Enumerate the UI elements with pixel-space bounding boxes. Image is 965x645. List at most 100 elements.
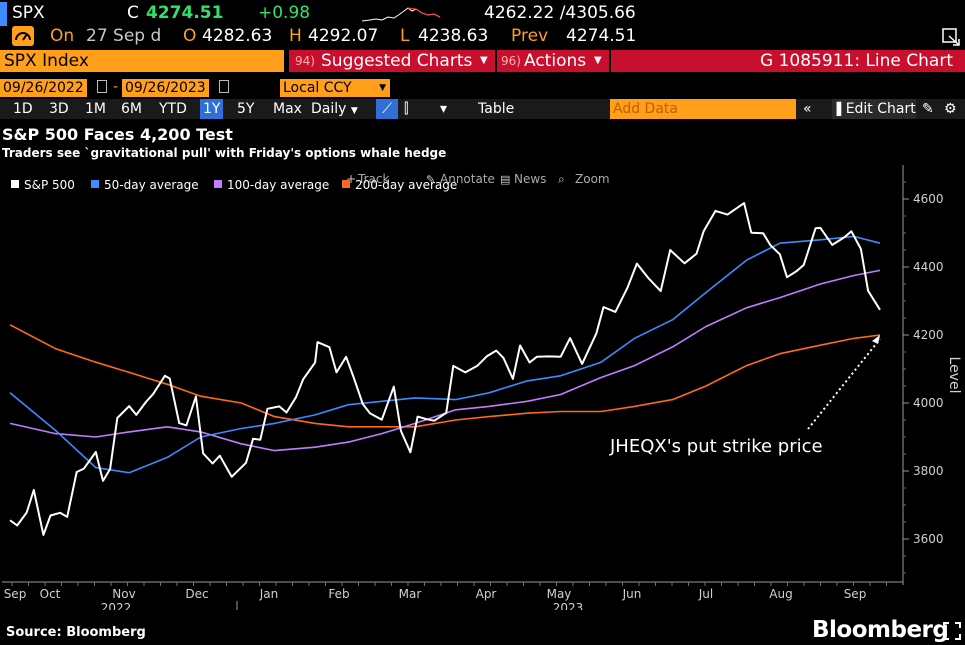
- actions-menu[interactable]: 96) Actions ▼: [497, 50, 609, 72]
- x-year-label: 2023: [553, 601, 584, 610]
- y-axis-label: Level: [946, 357, 962, 394]
- legend-label: 100-day average: [227, 178, 329, 192]
- pencil-icon: ✎: [426, 173, 435, 186]
- x-year-label: 2022: [101, 601, 132, 610]
- x-tick-label: May: [547, 587, 572, 601]
- close-prefix: C: [127, 3, 139, 23]
- calendar-icon[interactable]: [97, 80, 107, 93]
- tool-zoom[interactable]: Zoom: [575, 172, 610, 186]
- table-button[interactable]: Table: [478, 101, 515, 117]
- on-label: On: [50, 26, 75, 46]
- news-icon: ▤: [500, 173, 510, 186]
- security-field[interactable]: SPX Index: [0, 50, 284, 72]
- quote-date: 27 Sep d: [86, 26, 162, 46]
- chart-title: S&P 500 Faces 4,200 Test: [2, 125, 233, 144]
- x-tick-label: Mar: [399, 587, 422, 601]
- pencil-icon[interactable]: ✎: [922, 101, 934, 117]
- chevron-down-icon: ▼: [594, 55, 602, 66]
- chart-id: G 1085911: Line Chart: [760, 51, 953, 71]
- period-button-6m[interactable]: 6M: [121, 101, 142, 117]
- security-field-text: SPX Index: [4, 51, 89, 71]
- period-button-1y[interactable]: 1Y: [200, 99, 224, 119]
- period-button-1m[interactable]: 1M: [85, 101, 106, 117]
- legend-label: 50-day average: [104, 178, 199, 192]
- tool-track[interactable]: Track: [357, 172, 389, 186]
- period-button-1d[interactable]: 1D: [13, 101, 33, 117]
- low-value: 4238.63: [418, 26, 489, 46]
- chevron-down-icon: ▼: [350, 106, 358, 116]
- x-tick-label: Oct: [40, 587, 61, 601]
- gauge-icon: [12, 26, 34, 46]
- series-line-100-day-average: [9, 269, 881, 452]
- date-range-bar: 09/26/2022 - 09/26/2023 Local CCY ▼: [0, 79, 965, 98]
- suggested-charts-menu[interactable]: 94) Suggested Charts ▼: [289, 50, 495, 72]
- bar-chart-icon[interactable]: ⫿: [404, 101, 409, 117]
- suggested-label: Suggested Charts: [321, 51, 473, 71]
- collapse-icon[interactable]: «: [803, 101, 812, 117]
- series-line-50-day-average: [9, 235, 881, 474]
- tool-annotate[interactable]: Annotate: [440, 172, 495, 186]
- quote-line: SPX C 4274.51 +0.98 4262.22 /4305.66: [0, 2, 965, 26]
- date-from-field[interactable]: 09/26/2022: [0, 79, 87, 97]
- frequency-label: Daily: [311, 101, 347, 117]
- chart-svg[interactable]: 3600 3800 4000 4200 4400 4600 Level Sep Oct Nov D…: [0, 165, 965, 610]
- tool-news[interactable]: News: [514, 172, 546, 186]
- annotation-label: JHEQX's put strike price: [609, 436, 823, 457]
- open-value: 4282.63: [202, 26, 273, 46]
- source-note: Source: Bloomberg: [6, 625, 146, 640]
- series-line-200-day-average: [9, 324, 881, 428]
- chevron-down-icon: ▼: [379, 83, 386, 93]
- high-label: H: [289, 26, 302, 46]
- day-range: 4262.22 /4305.66: [484, 3, 636, 23]
- x-tick-label: Jan: [259, 587, 279, 601]
- period-button-5y[interactable]: 5Y: [237, 101, 255, 117]
- crosshair-icon: +: [346, 172, 356, 186]
- period-button-ytd[interactable]: YTD: [159, 101, 187, 117]
- x-tick-label: Jul: [698, 587, 713, 601]
- ticker[interactable]: SPX: [12, 3, 45, 23]
- calendar-icon[interactable]: [219, 80, 229, 93]
- line-chart-icon[interactable]: ⟋: [376, 99, 398, 119]
- legend-swatch: [11, 180, 19, 188]
- period-button-max[interactable]: Max: [273, 101, 302, 117]
- fullscreen-icon[interactable]: [943, 622, 961, 640]
- chevron-down-icon: ▼: [480, 55, 488, 66]
- legend-label: 200-day average: [355, 178, 457, 192]
- legend-swatch: [214, 180, 222, 188]
- ohlc-line: On 27 Sep d O 4282.63 H 4292.07 L 4238.6…: [0, 26, 965, 48]
- y-tick-label: 4400: [913, 260, 944, 274]
- x-tick-label: Sep: [844, 587, 867, 601]
- edit-chart-button[interactable]: ▐ Edit Chart: [832, 99, 916, 119]
- date-to-field[interactable]: 09/26/2023: [122, 79, 209, 97]
- frequency-select[interactable]: Daily ▼: [311, 99, 358, 119]
- currency-select[interactable]: Local CCY ▼: [280, 79, 390, 97]
- chart-subtitle: Traders see `gravitational pull' with Fr…: [2, 146, 447, 160]
- x-tick-label: Aug: [769, 587, 792, 601]
- y-tick-label: 4200: [913, 328, 944, 342]
- x-tick-label: Nov: [112, 587, 135, 601]
- x-tick-label: Sep: [4, 587, 27, 601]
- chart-bars-icon: ▐: [832, 102, 842, 116]
- period-button-3d[interactable]: 3D: [49, 101, 69, 117]
- y-tick-label: 3800: [913, 464, 944, 478]
- add-data-input[interactable]: Add Data: [610, 99, 796, 119]
- actions-label: Actions: [524, 51, 587, 71]
- high-value: 4292.07: [308, 26, 379, 46]
- open-label: O: [183, 26, 197, 46]
- chart-id-banner: G 1085911: Line Chart: [611, 50, 965, 72]
- security-marker: [0, 2, 7, 26]
- prev-value: 4274.51: [566, 26, 637, 46]
- currency-label: Local CCY: [283, 80, 352, 96]
- date-separator: -: [113, 79, 119, 95]
- x-tick-label: Dec: [185, 587, 208, 601]
- price-change: +0.98: [258, 3, 311, 23]
- bloomberg-logo: Bloomberg: [812, 617, 949, 643]
- chevron-down-icon[interactable]: ▾: [440, 101, 448, 117]
- edit-chart-label: Edit Chart: [845, 101, 916, 117]
- popout-icon[interactable]: [941, 26, 961, 46]
- gear-icon[interactable]: ⚙: [944, 101, 957, 117]
- legend-label: S&P 500: [24, 178, 75, 192]
- actions-num: 96): [501, 54, 521, 68]
- annotation-arrow: [807, 338, 881, 430]
- low-label: L: [400, 26, 410, 46]
